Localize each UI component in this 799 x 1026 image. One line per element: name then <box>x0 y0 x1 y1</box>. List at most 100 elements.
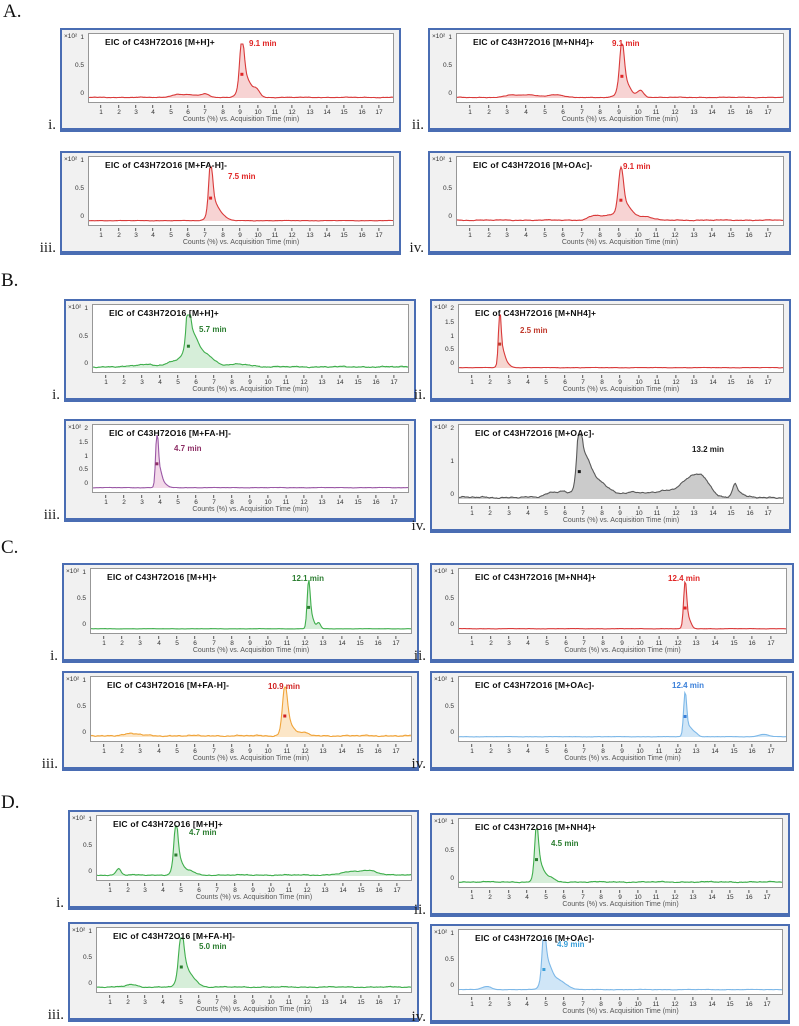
x-axis-tick-label: 4 <box>158 495 162 506</box>
y-axis-tick-label: 0 <box>80 90 84 97</box>
x-axis-tick-label: 13 <box>692 636 699 647</box>
section-label: C. <box>1 537 19 558</box>
peak-marker-icon <box>498 342 502 346</box>
x-axis-tick-label: 2 <box>126 883 130 894</box>
x-axis-tick-label: 3 <box>138 744 142 755</box>
x-axis-tick-label: 7 <box>581 506 585 517</box>
x-axis-tick-label: 17 <box>763 890 770 901</box>
x-axis-tick-label: 1 <box>468 105 472 116</box>
x-axis-caption: Counts (%) vs. Acquisition Time (min) <box>192 386 309 393</box>
x-axis-tick-label: 10 <box>264 375 271 386</box>
y-axis-tick-label: 1 <box>450 930 454 937</box>
y-axis-tick-label: 0 <box>84 360 88 367</box>
y-axis-tick-label: 0 <box>450 360 454 367</box>
x-axis-tick-label: 17 <box>763 997 770 1008</box>
panel-numeral: i. <box>48 117 56 133</box>
x-axis-tick-label: 10 <box>267 995 274 1006</box>
y-axis-tick-label: 0.5 <box>74 185 84 192</box>
x-axis-tick-label: 14 <box>709 375 716 386</box>
x-axis-tick-label: 12 <box>671 890 678 901</box>
plot-area: EIC of C43H72O16 [M+NH4]+ 4.5 min <box>458 818 783 888</box>
x-axis-tick-label: 10 <box>264 495 271 506</box>
y-axis-tick-label: 0.5 <box>442 62 452 69</box>
plot-area: EIC of C43H72O16 [M+NH4]+ 12.4 min <box>458 568 787 634</box>
plot-area: EIC of C43H72O16 [M+OAc]- 4.9 min <box>458 929 783 995</box>
x-axis-tick-label: 14 <box>338 636 345 647</box>
y-axis-tick-label: 0.5 <box>444 703 454 710</box>
x-axis-tick-label: 8 <box>601 744 605 755</box>
x-axis-tick-label: 1 <box>104 495 108 506</box>
peak-marker-icon <box>174 853 178 857</box>
y-axis-tick-label: 1 <box>450 819 454 826</box>
x-axis-tick-label: 9 <box>248 375 252 386</box>
x-axis-tick-label: 7 <box>212 375 216 386</box>
y-axis-tick-label: 1 <box>84 305 88 312</box>
x-axis-caption: Counts (%) vs. Acquisition Time (min) <box>561 116 679 123</box>
panel-title: EIC of C43H72O16 [M+NH4]+ <box>475 308 597 318</box>
x-axis-tick-label: 6 <box>561 105 565 116</box>
x-axis-tick-label: 11 <box>653 890 660 901</box>
x-axis-caption: Counts (%) vs. Acquisition Time (min) <box>562 517 680 524</box>
plot-area: EIC of C43H72O16 [M+OAc]- 9.1 min <box>456 156 784 226</box>
x-axis-tick-label: 10 <box>254 228 261 239</box>
y-axis-exponent-label: ×10² <box>432 33 446 40</box>
x-axis-tick-label: 11 <box>272 228 279 239</box>
x-axis-tick-label: 3 <box>505 228 509 239</box>
x-axis-tick-label: 4 <box>157 744 161 755</box>
peak-fill <box>459 829 782 883</box>
panel-numeral: i. <box>50 648 58 664</box>
x-axis-tick-label: 1 <box>99 228 103 239</box>
x-axis-caption: Counts (%) vs. Acquisition Time (min) <box>562 386 680 393</box>
x-axis-tick-label: 7 <box>203 228 207 239</box>
x-axis-tick-label: 12 <box>671 997 678 1008</box>
x-axis-tick-label: 4 <box>525 890 529 901</box>
x-axis-tick-label: 10 <box>635 375 642 386</box>
y-axis-tick-label: 0 <box>450 982 454 989</box>
x-axis-caption: Counts (%) vs. Acquisition Time (min) <box>192 506 309 513</box>
x-axis-tick-label: 2 <box>117 105 121 116</box>
x-axis-tick-label: 14 <box>336 375 343 386</box>
trace-line <box>91 686 411 738</box>
x-axis-tick-label: 17 <box>375 105 382 116</box>
x-axis-tick-label: 14 <box>338 744 345 755</box>
x-axis-tick-label: 8 <box>233 883 237 894</box>
x-axis-tick-label: 16 <box>375 883 382 894</box>
x-axis-tick-label: 8 <box>599 997 603 1008</box>
x-axis-tick-label: 4 <box>161 995 165 1006</box>
y-axis-tick-label: 0.5 <box>78 466 88 474</box>
x-axis-tick-label: 11 <box>653 997 660 1008</box>
x-axis-tick-label: 5 <box>176 375 180 386</box>
panel-title: EIC of C43H72O16 [M+H]+ <box>105 37 215 47</box>
peak-fill <box>93 315 408 368</box>
x-axis-tick-label: 2 <box>120 744 124 755</box>
x-axis-tick-label: 8 <box>233 995 237 1006</box>
x-axis-tick-label: 11 <box>286 883 293 894</box>
x-axis-tick-label: 7 <box>212 744 216 755</box>
trace-line <box>93 434 408 489</box>
x-axis-tick-label: 8 <box>230 744 234 755</box>
x-axis-tick-label: 1 <box>470 890 474 901</box>
trace-line <box>459 314 783 369</box>
x-axis-tick-label: 9 <box>238 105 242 116</box>
x-axis-caption: Counts (%) vs. Acquisition Time (min) <box>182 116 300 123</box>
retention-time-label: 12.1 min <box>292 574 325 583</box>
chromatogram-trace <box>459 434 783 499</box>
x-axis-tick-label: 4 <box>526 636 530 647</box>
x-axis-tick-label: 8 <box>230 495 234 506</box>
x-axis-tick-label: 4 <box>526 506 530 517</box>
x-axis-tick-label: 6 <box>564 744 568 755</box>
x-axis-tick-label: 16 <box>745 105 752 116</box>
x-axis-tick-label: 13 <box>318 495 325 506</box>
y-axis-tick-label: 0 <box>450 729 454 736</box>
chromatogram-panel: EIC of C43H72O16 [M+H]+ 4.7 min ×10² 1 0.5 0 1… <box>68 810 419 910</box>
x-axis-tick-label: 6 <box>193 744 197 755</box>
peak-marker-icon <box>179 965 183 969</box>
y-axis-tick-label: 0 <box>84 480 88 487</box>
x-axis-tick-label: 1 <box>470 375 474 386</box>
chromatogram-panel: EIC of C43H72O16 [M+FA-H]- 7.5 min ×10² 1 0.… <box>60 151 401 255</box>
x-axis-caption: Counts (%) vs. Acquisition Time (min) <box>562 1008 679 1015</box>
x-axis-tick-label: 17 <box>392 636 399 647</box>
x-axis-tick-label: 11 <box>654 506 661 517</box>
plot-area: EIC of C43H72O16 [M+H]+ 9.1 min <box>88 33 394 103</box>
peak-fill <box>91 687 411 737</box>
